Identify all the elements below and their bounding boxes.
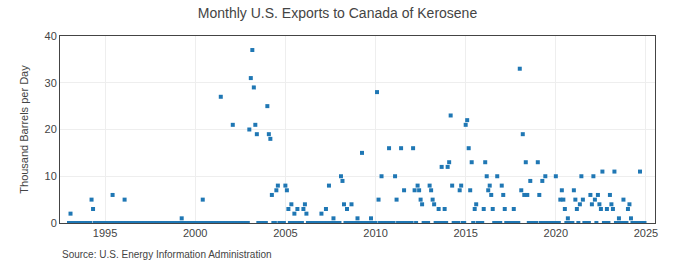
svg-text:10: 10 <box>45 170 57 182</box>
svg-text:2015: 2015 <box>453 227 477 239</box>
svg-text:2000: 2000 <box>183 227 207 239</box>
svg-text:2020: 2020 <box>544 227 568 239</box>
svg-text:30: 30 <box>45 77 57 89</box>
svg-text:2025: 2025 <box>634 227 658 239</box>
svg-text:Source: U.S. Energy Informatio: Source: U.S. Energy Information Administ… <box>62 249 272 260</box>
svg-text:40: 40 <box>45 30 57 42</box>
svg-text:1995: 1995 <box>93 227 117 239</box>
svg-text:0: 0 <box>51 217 57 229</box>
svg-text:20: 20 <box>45 123 57 135</box>
svg-text:Monthly U.S. Exports to Canada: Monthly U.S. Exports to Canada of Kerose… <box>198 5 478 21</box>
svg-text:2010: 2010 <box>363 227 387 239</box>
svg-text:Thousand Barrels per Day: Thousand Barrels per Day <box>18 65 30 194</box>
svg-text:2005: 2005 <box>273 227 297 239</box>
